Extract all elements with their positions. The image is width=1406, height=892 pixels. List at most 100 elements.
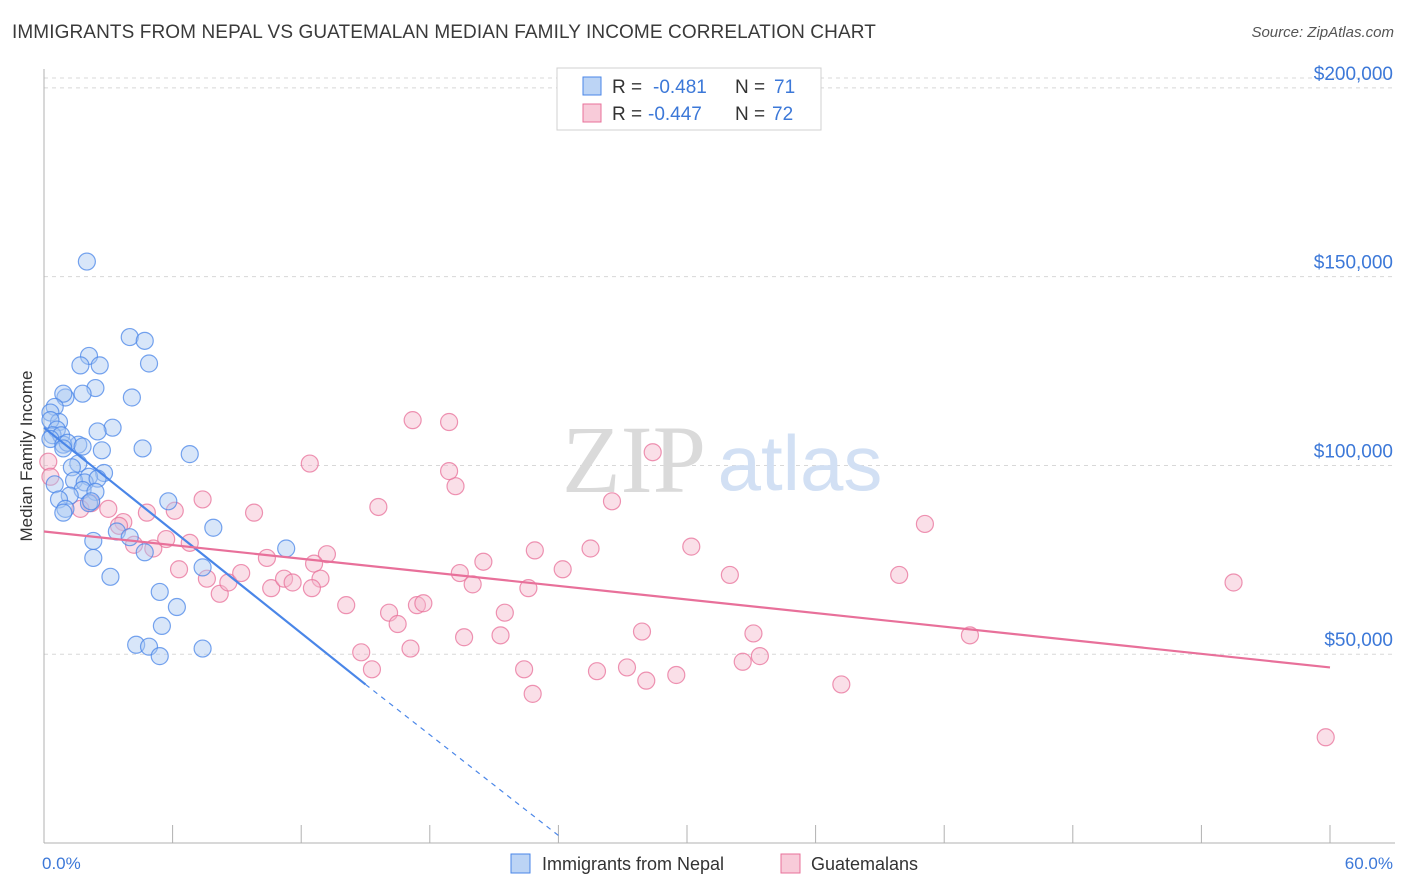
guatemalan-point-7 — [137, 503, 156, 522]
guatemalan-point-20 — [890, 565, 909, 585]
guatemalan-point-46 — [337, 596, 356, 615]
guatemalan-point-65 — [454, 628, 474, 647]
nepal-point-9 — [54, 384, 73, 403]
nepal-point-53 — [84, 548, 103, 568]
nepal-trend-extension — [365, 683, 559, 836]
nepal-point-51 — [277, 539, 296, 558]
guatemalan-point-38 — [232, 563, 251, 583]
guatemalan-point-70 — [960, 626, 980, 645]
guatemalan-point-48 — [388, 614, 407, 634]
nepal-point-58 — [152, 616, 171, 636]
guatemalan-point-63 — [362, 660, 382, 679]
guatemalan-point-50 — [414, 594, 433, 613]
stats-r-label-guatemalan: R = — [612, 104, 642, 125]
nepal-trend-line — [43, 426, 367, 686]
guatemalan-point-27 — [439, 462, 459, 481]
guatemalan-point-53 — [491, 626, 510, 645]
guatemalan-point-8 — [165, 501, 184, 520]
y-axis-label: Median Family Income — [17, 370, 36, 541]
guatemalan-point-71 — [1316, 728, 1335, 747]
chart-title: IMMIGRANTS FROM NEPAL VS GUATEMALAN MEDI… — [12, 22, 876, 43]
y-axis-tick-labels: $50,000 $100,000 $150,000 $200,000 — [1314, 64, 1393, 651]
nepal-point-39 — [86, 482, 105, 501]
stats-r-value-nepal: -0.481 — [653, 77, 707, 98]
nepal-point-55 — [101, 567, 120, 586]
guatemalan-point-59 — [733, 652, 752, 671]
nepal-point-10 — [122, 388, 141, 407]
guatemalan-point-60 — [750, 647, 769, 666]
nepal-point-31 — [62, 458, 81, 477]
guatemalan-point-17 — [581, 539, 600, 558]
nepal-point-43 — [82, 492, 101, 511]
nepal-point-28 — [133, 439, 152, 458]
guatemalan-point-56 — [617, 658, 637, 677]
trend-lines — [43, 426, 1331, 836]
nepal-point-62 — [150, 647, 169, 666]
watermark: ZIP atlas — [562, 406, 882, 513]
series-legend: Immigrants from Nepal Guatemalans — [510, 853, 918, 874]
guatemalan-point-41 — [274, 569, 294, 588]
guatemalan-point-57 — [637, 671, 656, 690]
nepal-point-46 — [54, 503, 73, 522]
y-tick-label-0: $50,000 — [1324, 630, 1393, 651]
stats-swatch-guatemalan — [582, 103, 602, 123]
nepal-point-60 — [193, 639, 212, 658]
guatemalan-point-19 — [720, 565, 739, 585]
guatemalan-point-14 — [450, 563, 469, 583]
guatemalan-point-4 — [99, 499, 118, 518]
guatemalan-point-11 — [369, 497, 388, 517]
legend-label-guatemalan: Guatemalans — [811, 854, 918, 874]
guatemalan-point-16 — [553, 560, 572, 579]
stats-r-value-guatemalan: -0.447 — [648, 104, 702, 125]
guatemalan-point-28 — [403, 411, 422, 430]
guatemalan-point-64 — [401, 639, 420, 658]
nepal-point-47 — [204, 518, 223, 537]
guatemalan-point-66 — [515, 660, 534, 679]
x-axis-min-label: 0.0% — [42, 854, 81, 873]
nepal-point-49 — [120, 528, 139, 547]
nepal-point-1 — [120, 327, 139, 347]
guatemalan-point-22 — [1224, 573, 1243, 592]
watermark-atlas: atlas — [718, 419, 883, 507]
y-tick-label-2: $150,000 — [1314, 253, 1393, 274]
guatemalan-point-25 — [439, 412, 459, 432]
guatemalan-point-24 — [643, 443, 662, 462]
nepal-point-54 — [193, 558, 212, 577]
guatemalan-point-29 — [300, 454, 319, 473]
nepal-point-37 — [45, 475, 64, 494]
nepal-point-2 — [135, 331, 154, 350]
y-tick-label-3: $200,000 — [1314, 64, 1393, 85]
guatemalan-point-15 — [525, 541, 544, 560]
guatemalan-point-13 — [474, 552, 493, 571]
legend-swatch-nepal — [510, 853, 531, 874]
stats-n-value-guatemalan: 72 — [772, 104, 793, 125]
guatemalan-point-42 — [283, 573, 302, 592]
nepal-point-27 — [92, 441, 111, 460]
stats-swatch-nepal — [582, 76, 602, 96]
guatemalan-point-9 — [193, 490, 212, 509]
nepal-point-6 — [139, 354, 159, 373]
nepal-point-52 — [135, 543, 154, 562]
nepal-point-26 — [73, 437, 92, 456]
guatemalan-point-49 — [407, 596, 427, 615]
x-axis-max-label: 60.0% — [1345, 854, 1393, 873]
stats-n-label-nepal: N = — [735, 77, 765, 98]
guatemalan-point-61 — [832, 675, 851, 694]
nepal-point-17 — [103, 418, 122, 437]
guatemalan-point-12 — [317, 545, 337, 564]
guatemalan-point-0 — [39, 452, 58, 471]
guatemalan-point-58 — [667, 665, 686, 685]
guatemalan-trend-line — [43, 530, 1331, 669]
guatemalan-point-10 — [244, 503, 264, 522]
nepal-point-15 — [41, 411, 60, 430]
data-points — [39, 252, 1335, 747]
legend-swatch-guatemalan — [780, 853, 801, 874]
source-label: Source: ZipAtlas.com — [1251, 24, 1394, 41]
stats-n-value-nepal: 71 — [774, 77, 795, 98]
guatemalan-point-52 — [495, 603, 514, 622]
guatemalan-point-40 — [262, 579, 281, 598]
guatemalan-point-26 — [446, 477, 465, 496]
guatemalan-point-62 — [352, 643, 371, 662]
nepal-point-44 — [159, 492, 178, 511]
stats-n-label-guatemalan: N = — [735, 104, 765, 125]
